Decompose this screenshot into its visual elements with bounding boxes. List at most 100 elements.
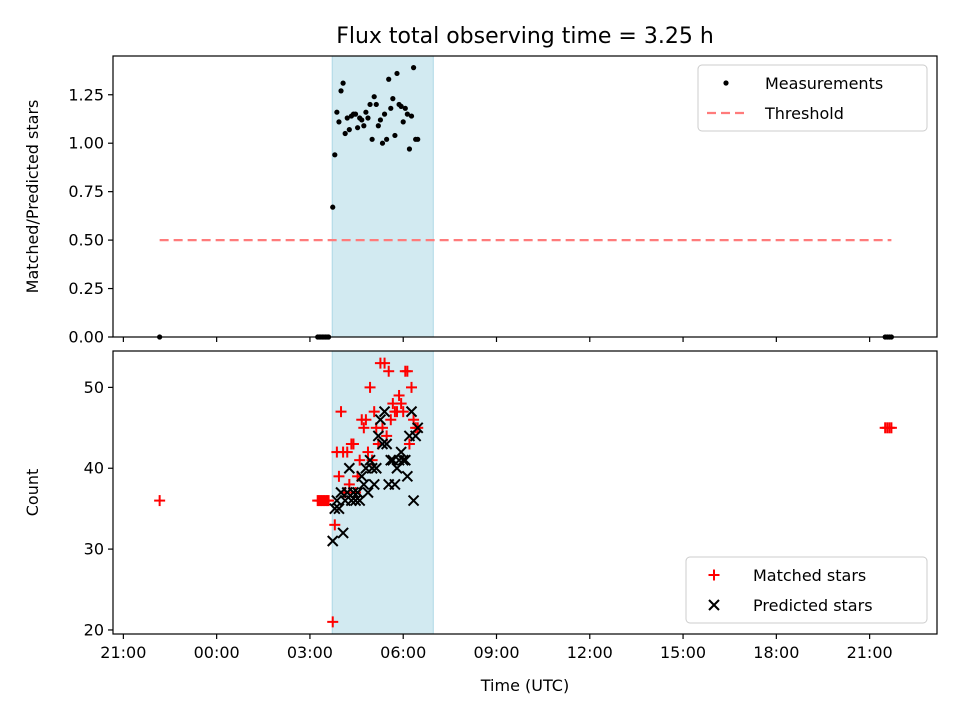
panel1-series-1-point-39 (392, 132, 398, 139)
panel1-y-tick-label-4: 1.00 (68, 134, 104, 153)
panel1-y-tick-label-5: 1.25 (68, 85, 104, 104)
panel1-series-1-point-44 (402, 105, 408, 111)
panel2-series-2-point-25-b (378, 405, 391, 418)
panel2-series-2-point-30-b (389, 478, 401, 491)
panel2-series-2-point-24-b (376, 438, 389, 450)
panel2-series-2-point-1 (329, 502, 341, 515)
panel1-series-1-point-29 (371, 94, 377, 100)
panel2-series-1-point-26 (362, 446, 374, 458)
panel2-series-2-point-36 (401, 470, 414, 483)
panel2-series-1-point-13 (335, 406, 347, 418)
panel2-x-tick-label-7: 18:00 (753, 643, 799, 662)
panel1-series-1-point-37 (388, 105, 394, 111)
panel1-series-1-point-43 (400, 119, 406, 125)
panel2-series-2-point-14 (356, 470, 368, 483)
panel1-series-1-point-23 (359, 117, 365, 123)
panel2-series-2-point-30 (389, 478, 401, 491)
panel1-series-1-point-15 (342, 130, 348, 137)
panel2-series-1-point-22 (354, 454, 366, 466)
panel2-series-2-point-35-b (399, 454, 411, 466)
panel1-series-1-point-48 (410, 65, 417, 71)
panel2-series-2-point-22-b (372, 430, 385, 442)
panel2-series-2-point-11-b (349, 494, 362, 507)
panel1-series-1-point-11 (334, 109, 340, 115)
panel2-series-2-point-21 (370, 462, 382, 474)
panel2-series-2-point-19 (366, 462, 378, 474)
panel2-series-2-point-40 (409, 430, 422, 442)
panel1-y-tick-label-3: 0.75 (68, 182, 104, 201)
panel2-series-2-point-10 (347, 486, 360, 499)
panel2-y-tick-label-3: 50 (84, 378, 104, 397)
panel2-legend-box (685, 556, 928, 624)
panel2-series-2-point-23 (374, 414, 387, 426)
panel2-series-2-point-18-b (364, 454, 376, 466)
panel2-series-2-point-3-b (333, 502, 345, 515)
panel1-series-1-point-17 (346, 127, 352, 133)
panel2-series-2-point-12 (351, 486, 364, 499)
panel2-series-2-point-40-b (409, 430, 422, 442)
panel1-series-1-point-20 (352, 111, 359, 117)
panel2-series-2-point-39 (407, 494, 420, 507)
panel2-series-2-point-0-b (327, 535, 339, 547)
panel2-series-2-point-28 (385, 454, 397, 466)
panel2-series-2-point-20 (368, 478, 380, 491)
panel2-series-1-point-8 (323, 495, 335, 507)
panel1-series-1-point-25 (363, 109, 369, 115)
panel2-legend-handle-1-b (708, 599, 720, 611)
panel1-legend-handle-0 (723, 80, 729, 86)
panel1-series-1-point-16 (344, 115, 350, 121)
panel2-series-2-point-14-b (356, 470, 368, 483)
panel2-series-2-point-5 (337, 527, 349, 539)
panel2-series-2-point-35 (399, 454, 411, 466)
panel2-series-2-point-18 (364, 454, 376, 466)
panel2-legend: Matched stars Predicted stars (685, 556, 928, 624)
panel1: 0.00 0.25 0.50 0.75 1.00 1.25 Matched/Predicte… (23, 55, 938, 347)
panel1-series-1-point-9 (330, 204, 336, 210)
panel2-series-2-point-25 (378, 405, 391, 418)
panel2-series-2-point-9 (345, 494, 358, 507)
panel2-y-tick-label-2: 40 (84, 459, 104, 478)
panel1-series-1-point-34 (381, 111, 388, 117)
panel2-x-axis-label: Time (UTC) (480, 676, 569, 695)
panel2-series-2-point-9-b (345, 494, 358, 507)
panel1-series-1-point-21 (355, 125, 361, 131)
panel2-series-1-point-24 (358, 422, 370, 434)
panel1-legend: Measurements Threshold (697, 64, 928, 132)
panel2-series-2-point-11 (349, 494, 362, 507)
panel1-series-1-point-45 (404, 111, 410, 117)
panel1-series-1-point-36 (386, 76, 392, 82)
panel2-series-2-point-2-b (331, 494, 343, 507)
panel1-series-1-point-13 (338, 88, 344, 94)
panel2-series-2-point-15-b (358, 478, 370, 491)
panel1-y-tick-label-1: 0.25 (68, 279, 104, 298)
panel2-y-tick-label-1: 30 (84, 540, 104, 559)
panel1-legend-label-1: Threshold (764, 104, 844, 123)
panel1-series-1-point-10 (332, 152, 338, 158)
panel2-series-2-point-34 (397, 454, 409, 466)
panel2-y-axis-label: Count (23, 469, 42, 517)
panel1-series-1-point-30 (373, 101, 379, 108)
panel2-legend-label-1: Predicted stars (753, 596, 873, 615)
panel1-series-1-point-47 (408, 113, 415, 119)
panel2-series-2 (327, 405, 424, 547)
panel2-series-1-point-0 (154, 495, 166, 507)
panel2-series-2-point-41-b (412, 422, 424, 434)
panel2-series-2-point-41 (412, 422, 424, 434)
panel1-series-1-point-14 (340, 80, 346, 86)
panel2-series-1-point-34 (379, 357, 391, 369)
panel2-series-2-point-33 (395, 446, 407, 458)
panel1-series-1-point-27 (367, 101, 373, 108)
panel2-series-1-point-42 (395, 398, 407, 410)
panel2-series-2-point-38 (405, 405, 418, 418)
panel2-series-2-point-21-b (370, 462, 382, 474)
panel2-x-tick-label-8: 21:00 (847, 643, 893, 662)
panel2-series-1-point-46 (403, 438, 415, 450)
panel1-axes-frame (112, 55, 938, 338)
panel1-y-axis-label: Matched/Predicted stars (23, 100, 42, 294)
panel1-series-1-point-26 (365, 115, 371, 121)
panel1-series-1-point-42 (398, 103, 404, 109)
panel2-x-tick-label-3: 06:00 (380, 643, 426, 662)
panel1-y-tick-label-2: 0.50 (68, 231, 104, 250)
panel2-series-1-point-29 (368, 406, 380, 418)
